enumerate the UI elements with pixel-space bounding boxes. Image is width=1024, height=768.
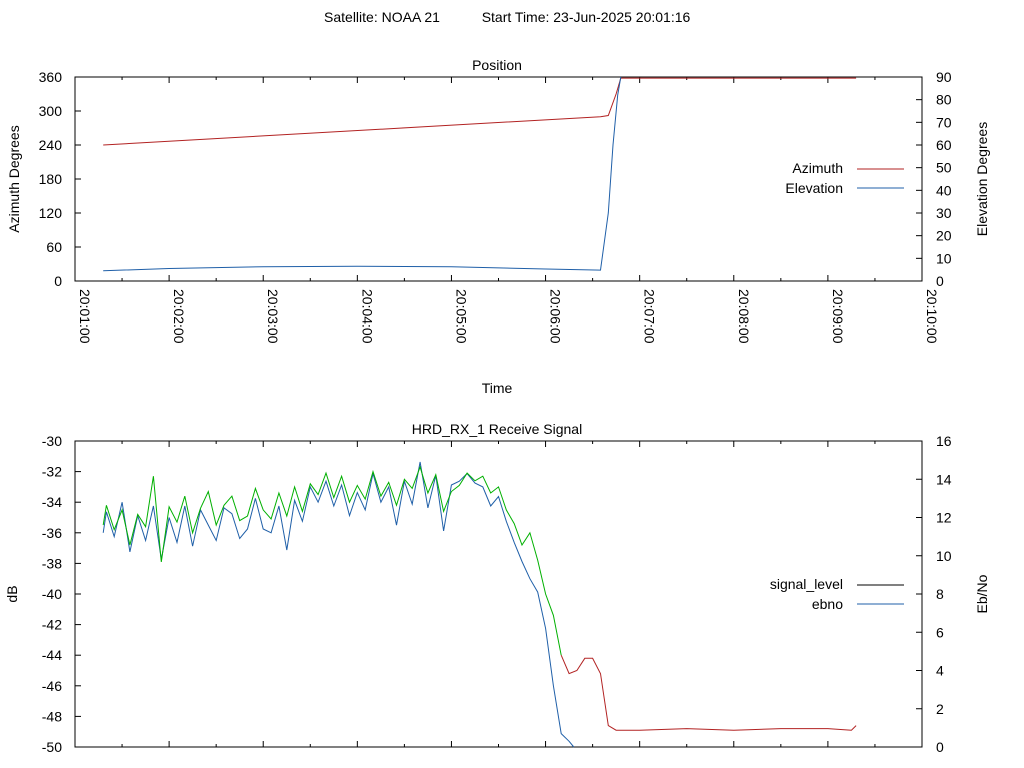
legend-label-azimuth: Azimuth xyxy=(792,160,843,176)
y-tick-label: -32 xyxy=(42,464,62,480)
y-tick-label: -40 xyxy=(42,586,62,602)
receive-signal-y2-axis-label: Eb/No xyxy=(974,574,990,613)
y2-tick-label: 20 xyxy=(936,228,952,244)
y-tick-label: 60 xyxy=(46,239,62,255)
x-tick-label: 20:06:00 xyxy=(548,289,564,344)
legend-label-signal-level: signal_level xyxy=(770,576,843,592)
y2-tick-label: 80 xyxy=(936,92,952,108)
y2-tick-label: 50 xyxy=(936,160,952,176)
y-tick-label: 300 xyxy=(39,103,63,119)
series-line-ebno xyxy=(102,461,575,748)
x-tick-label: 20:05:00 xyxy=(453,289,469,344)
y-tick-label: -36 xyxy=(42,525,62,541)
x-tick-label: 20:10:00 xyxy=(924,289,940,344)
start-time-label: Start Time: 23-Jun-2025 20:01:16 xyxy=(482,9,691,25)
position-chart: Position 20:01:00 20:02:00 20:03:00 20:04:0… xyxy=(6,57,990,396)
position-y-axis-label: Azimuth Degrees xyxy=(6,125,22,232)
x-tick-label: 20:09:00 xyxy=(830,289,846,344)
y-tick-label: 360 xyxy=(39,69,63,85)
x-tick-label: 20:04:00 xyxy=(359,289,375,344)
series-line-signal-level xyxy=(102,465,562,656)
y2-tick-label: 12 xyxy=(936,510,952,526)
y2-tick-label: 2 xyxy=(936,701,944,717)
y-tick-label: 180 xyxy=(39,171,63,187)
x-tick-label: 20:08:00 xyxy=(736,289,752,344)
position-x-axis-label: Time xyxy=(482,380,513,396)
receive-signal-chart-title: HRD_RX_1 Receive Signal xyxy=(412,421,582,437)
legend-label-elevation: Elevation xyxy=(785,180,843,196)
y2-tick-label: 4 xyxy=(936,663,944,679)
y2-tick-label: 0 xyxy=(936,739,944,755)
y-tick-label: -46 xyxy=(42,678,62,694)
y-tick-label: -42 xyxy=(42,617,62,633)
y2-tick-label: 10 xyxy=(936,250,952,266)
position-chart-title: Position xyxy=(472,57,522,73)
legend-label-ebno: ebno xyxy=(812,596,843,612)
x-tick-label: 20:01:00 xyxy=(77,289,93,344)
y-tick-label: -50 xyxy=(42,739,62,755)
y2-tick-label: 0 xyxy=(936,273,944,289)
y-tick-label: 120 xyxy=(39,205,63,221)
x-tick-label: 20:07:00 xyxy=(642,289,658,344)
receive-signal-legend: signal_level ebno xyxy=(770,576,904,612)
y-tick-label: -48 xyxy=(42,708,62,724)
y2-tick-label: 8 xyxy=(936,586,944,602)
y2-tick-label: 90 xyxy=(936,69,952,85)
y2-tick-label: 40 xyxy=(936,182,952,198)
y-tick-label: -34 xyxy=(42,494,62,510)
receive-signal-y-axis-label: dB xyxy=(4,585,20,602)
series-line-elevation xyxy=(103,76,622,272)
y-tick-label: 240 xyxy=(39,137,63,153)
receive-signal-chart: HRD_RX_1 Receive Signal -30 -32 -34 -36 -38 -… xyxy=(4,421,990,755)
y2-tick-label: 30 xyxy=(936,205,952,221)
series-line-signal-level-low xyxy=(560,655,857,731)
y2-tick-label: 16 xyxy=(936,433,952,449)
y-tick-label: -38 xyxy=(42,555,62,571)
y2-tick-label: 14 xyxy=(936,471,952,487)
y-tick-label: -30 xyxy=(42,433,62,449)
position-legend: Azimuth Elevation xyxy=(785,160,904,196)
y2-tick-label: 10 xyxy=(936,548,952,564)
y2-tick-label: 70 xyxy=(936,114,952,130)
series-line-azimuth xyxy=(103,77,857,146)
position-plot-frame xyxy=(74,76,923,282)
x-tick-label: 20:03:00 xyxy=(265,289,281,344)
y2-tick-label: 60 xyxy=(936,137,952,153)
y-tick-label: -44 xyxy=(42,647,62,663)
y-tick-label: 0 xyxy=(54,273,62,289)
y2-tick-label: 6 xyxy=(936,624,944,640)
satellite-label: Satellite: NOAA 21 xyxy=(324,9,440,25)
position-y2-axis-label: Elevation Degrees xyxy=(974,122,990,236)
x-tick-label: 20:02:00 xyxy=(171,289,187,344)
